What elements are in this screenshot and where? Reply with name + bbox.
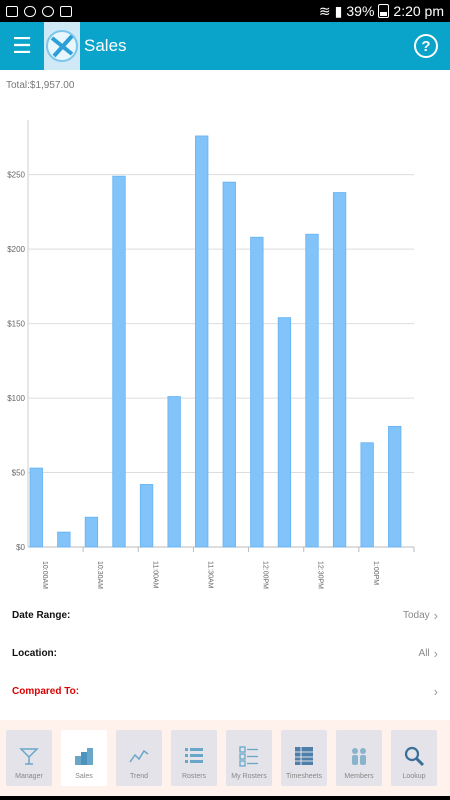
tab-manager[interactable]: Manager <box>6 730 52 786</box>
x-tick-label: 12:30PM <box>317 561 324 589</box>
bar-12:45PM[interactable] <box>332 192 347 548</box>
bar-12:15PM[interactable] <box>277 317 292 548</box>
bar-10:15AM[interactable] <box>57 531 71 548</box>
bottom-edge <box>0 796 450 800</box>
bar-10:30AM[interactable] <box>84 516 99 548</box>
tab-label: Trend <box>129 773 149 780</box>
tab-label: Timesheets <box>286 773 322 780</box>
sales-bar-chart: $0 $50 $100 $150 $200 $250 10:00AM 10:30AM 11:00… <box>7 120 415 589</box>
date-range-value: Today <box>402 609 430 621</box>
tab-timesheets[interactable]: Timesheets <box>281 730 327 786</box>
bar-11:00AM[interactable] <box>139 484 154 548</box>
clock: 2:20 pm <box>393 3 444 19</box>
bar-11:30AM[interactable] <box>195 135 209 548</box>
notification-icons <box>6 5 72 17</box>
location-value: All <box>418 647 430 659</box>
tab-label: Manager <box>15 773 43 780</box>
y-tick-label: $250 <box>7 171 25 180</box>
bar-12:00PM[interactable] <box>250 236 264 548</box>
tab-label: My Rosters <box>231 773 267 780</box>
tab-label: Lookup <box>402 773 426 780</box>
tab-members[interactable]: Members <box>336 730 382 786</box>
page-title: Sales <box>84 36 127 55</box>
cocktail-icon <box>18 745 40 767</box>
image-icon <box>60 5 72 17</box>
filter-list: Date Range: Today › Location: All › Comp… <box>0 596 450 710</box>
battery-percent: 39% <box>346 3 375 19</box>
table-icon <box>293 745 315 767</box>
help-icon[interactable]: ? <box>414 34 438 58</box>
location-row[interactable]: Location: All › <box>0 634 450 672</box>
bar-10:45AM[interactable] <box>112 175 126 548</box>
tab-sales[interactable]: Sales <box>61 730 107 786</box>
date-range-label: Date Range: <box>12 609 71 621</box>
status-right: ≋ ▮ 39% 2:20 pm <box>319 3 444 20</box>
date-range-row[interactable]: Date Range: Today › <box>0 596 450 634</box>
sync-icon <box>42 5 54 17</box>
bottom-tab-bar: Manager Sales Trend Rosters My Rosters T… <box>0 720 450 796</box>
bar-1:00PM[interactable] <box>360 442 374 548</box>
tab-label: Members <box>344 773 374 780</box>
x-tick-label: 10:00AM <box>41 561 48 589</box>
tab-label: Sales <box>75 773 93 780</box>
location-label: Location: <box>12 647 57 659</box>
notification-icon <box>6 5 18 17</box>
cloud-icon <box>24 5 36 17</box>
hamburger-menu-icon[interactable]: ☰ <box>12 33 32 58</box>
members-icon <box>348 745 370 767</box>
total-label: Total:$1,957.00 <box>6 80 75 91</box>
y-tick-label: $150 <box>7 320 25 329</box>
bar-10:00AM[interactable] <box>29 467 43 548</box>
tab-rosters[interactable]: Rosters <box>171 730 217 786</box>
wifi-icon: ≋ <box>318 2 331 19</box>
x-tick-label: 11:00AM <box>151 561 158 589</box>
search-icon <box>403 745 425 767</box>
x-tick-label: 1:00PM <box>372 561 379 585</box>
chevron-right-icon: › <box>433 645 438 661</box>
x-tick-label: 10:30AM <box>96 561 103 589</box>
y-tick-label: $50 <box>12 469 26 478</box>
chevron-right-icon: › <box>433 607 438 623</box>
bar-1:15PM[interactable] <box>388 425 402 548</box>
y-tick-label: $0 <box>16 543 25 552</box>
chevron-right-icon: › <box>433 683 438 699</box>
tab-trend[interactable]: Trend <box>116 730 162 786</box>
compared-to-row[interactable]: Compared To: › <box>0 672 450 710</box>
tab-label: Rosters <box>181 773 207 780</box>
app-logo <box>44 22 80 70</box>
bar-12:30PM[interactable] <box>305 233 319 548</box>
list-icon <box>183 745 205 767</box>
app-bar: ☰ Sales ? <box>0 22 450 70</box>
coins-icon <box>73 745 95 767</box>
x-tick-label: 11:30AM <box>206 561 213 589</box>
checklist-icon <box>238 745 260 767</box>
compared-to-label: Compared To: <box>12 685 80 697</box>
y-tick-label: $200 <box>7 245 25 254</box>
battery-icon <box>378 4 390 18</box>
x-tick-label: 12:00PM <box>262 561 269 589</box>
bar-11:15AM[interactable] <box>167 396 181 548</box>
tab-my-rosters[interactable]: My Rosters <box>226 730 272 786</box>
y-tick-label: $100 <box>7 394 25 403</box>
trend-icon <box>128 745 150 767</box>
status-bar: ≋ ▮ 39% 2:20 pm <box>0 0 450 22</box>
tab-lookup[interactable]: Lookup <box>391 730 437 786</box>
bar-11:45AM[interactable] <box>222 181 236 548</box>
signal-icon: ▮ <box>334 2 343 19</box>
